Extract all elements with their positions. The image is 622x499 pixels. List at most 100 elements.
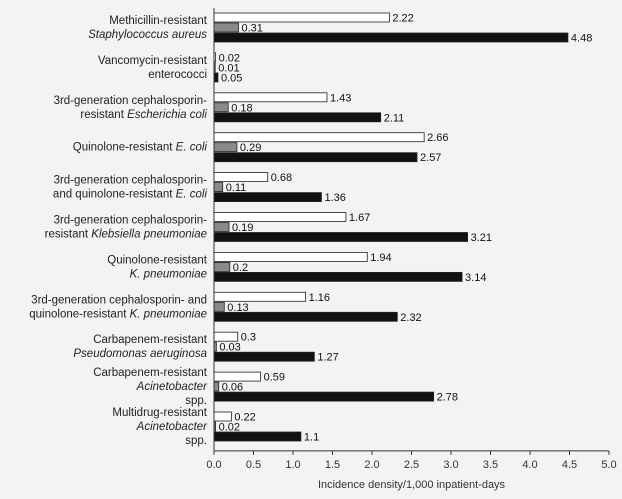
category-label: enterococci <box>148 69 207 81</box>
bar-series-1 <box>213 12 390 23</box>
data-label: 0.02 <box>219 422 240 434</box>
category-labels: Methicillin-resistant Staphylococcus aure… <box>29 15 208 447</box>
bar-series-2 <box>213 381 220 392</box>
data-label: 0.01 <box>218 62 239 74</box>
data-label: 4.48 <box>571 33 592 45</box>
x-tick-label: 3.5 <box>483 459 498 471</box>
bar-series-1 <box>213 251 368 262</box>
data-label: 3.14 <box>465 272 486 284</box>
category-label: Quinolone-resistant <box>107 254 208 266</box>
x-tick-label: 0.0 <box>206 459 221 471</box>
data-label: 0.18 <box>231 102 252 114</box>
category-label: K. pneumoniae <box>130 268 207 280</box>
data-label: 0.29 <box>240 142 261 154</box>
x-tick-label: 3.0 <box>443 459 458 471</box>
bar-series-3 <box>213 72 219 83</box>
bar-series-2 <box>213 182 224 193</box>
category-label: Acinetobacter <box>136 421 208 433</box>
x-tick-label: 4.0 <box>522 459 537 471</box>
plot-area: 2.220.314.480.020.010.051.430.182.112.66… <box>213 12 592 444</box>
data-label: 0.11 <box>226 182 247 194</box>
category-label: 3rd-generation cephalosporin- <box>54 175 208 187</box>
category-label: resistant Escherichia coli <box>80 109 207 121</box>
x-tick-label: 2.5 <box>404 459 419 471</box>
bar-series-3 <box>213 232 468 242</box>
data-label: 2.78 <box>437 392 458 404</box>
data-label: 0.02 <box>219 52 240 64</box>
bar-series-2 <box>213 142 238 153</box>
x-tick-label: 4.5 <box>562 459 577 471</box>
data-label: 0.06 <box>222 382 243 394</box>
category-label: Vancomycin-resistant <box>98 55 208 67</box>
category-label: quinolone-resistant K. pneumoniae <box>29 308 207 320</box>
data-label: 0.2 <box>233 262 248 274</box>
bar-series-2 <box>213 261 231 272</box>
x-tick-label: 1.0 <box>285 459 300 471</box>
category-group: 1.94 0.2 3.14 <box>213 251 486 284</box>
data-label: 1.27 <box>317 352 338 364</box>
bar-series-2 <box>213 22 239 33</box>
bar-series-3 <box>213 112 382 123</box>
category-label: resistant Klebsiella pneumoniae <box>45 229 207 241</box>
data-label: 0.31 <box>241 23 262 35</box>
bar-series-1 <box>213 331 239 342</box>
category-label: Acinetobacter <box>136 381 208 393</box>
data-label: 1.1 <box>304 432 319 444</box>
x-tick-label: 0.5 <box>246 459 261 471</box>
category-label: Quinolone-resistant E. coli <box>73 142 208 154</box>
bar-series-3 <box>213 431 302 442</box>
x-tick-label: 1.5 <box>325 459 340 471</box>
data-label: 2.22 <box>392 13 413 25</box>
data-label: 0.22 <box>234 412 255 424</box>
category-label: Carbapenem-resistant <box>93 334 208 346</box>
category-group: 1.67 0.19 3.21 <box>213 212 492 244</box>
bar-series-2 <box>213 102 229 113</box>
data-label: 0.68 <box>271 172 292 184</box>
data-label: 2.66 <box>427 132 448 144</box>
bar-series-1 <box>213 212 347 222</box>
bar-series-3 <box>213 351 315 362</box>
bar-series-3 <box>213 32 569 43</box>
category-group: 0.220.02 1.1 <box>213 412 319 444</box>
x-tick-label: 5.0 <box>601 459 616 471</box>
data-label: 1.16 <box>309 292 330 304</box>
data-label: 0.59 <box>264 372 285 384</box>
bar-series-2 <box>213 222 230 232</box>
category-label: spp. <box>185 395 207 407</box>
category-label: Multidrug-resistant <box>112 407 207 419</box>
bar-series-3 <box>213 271 463 282</box>
category-label: Methicillin-resistant <box>109 15 208 27</box>
bar-series-3 <box>213 391 435 402</box>
category-label: Staphylococcus aureus <box>88 29 207 41</box>
data-label: 1.94 <box>370 252 391 264</box>
category-label: and quinolone-resistant E. coli <box>53 189 208 201</box>
category-label: 3rd-generation cephalosporin- <box>54 95 208 107</box>
data-label: 0.05 <box>221 72 242 84</box>
bar-series-2 <box>213 301 225 312</box>
category-group: 0.020.010.05 <box>213 52 242 84</box>
x-axis-title: Incidence density/1,000 inpatient-days <box>318 479 506 491</box>
data-label: 0.03 <box>219 342 240 354</box>
data-label: 3.21 <box>471 232 492 244</box>
bar-series-3 <box>213 311 398 322</box>
data-label: 2.57 <box>420 152 441 164</box>
data-label: 1.43 <box>330 92 351 104</box>
category-group: 0.30.03 1.27 <box>213 331 339 364</box>
bar-series-3 <box>213 152 418 163</box>
category-label: 3rd-generation cephalosporin- and <box>31 294 207 306</box>
category-label: Pseudomonas aeruginosa <box>73 348 207 360</box>
data-label: 1.36 <box>324 192 345 204</box>
category-group: 2.66 0.29 2.57 <box>213 132 449 164</box>
data-label: 0.3 <box>241 332 256 344</box>
bar-series-1 <box>213 132 425 143</box>
bar-series-3 <box>213 192 322 203</box>
bar-series-1 <box>213 371 262 382</box>
x-axis: Incidence density/1,000 inpatient-days 0… <box>206 8 617 491</box>
category-group: 1.43 0.18 2.11 <box>213 92 404 124</box>
category-label: Carbapenem-resistant <box>93 367 208 379</box>
category-group: 0.59 0.06 2.78 <box>213 371 458 404</box>
category-label: spp. <box>185 435 207 447</box>
category-group: 0.68 0.11 1.36 <box>213 172 346 204</box>
category-group: 2.22 0.31 4.48 <box>213 12 592 45</box>
